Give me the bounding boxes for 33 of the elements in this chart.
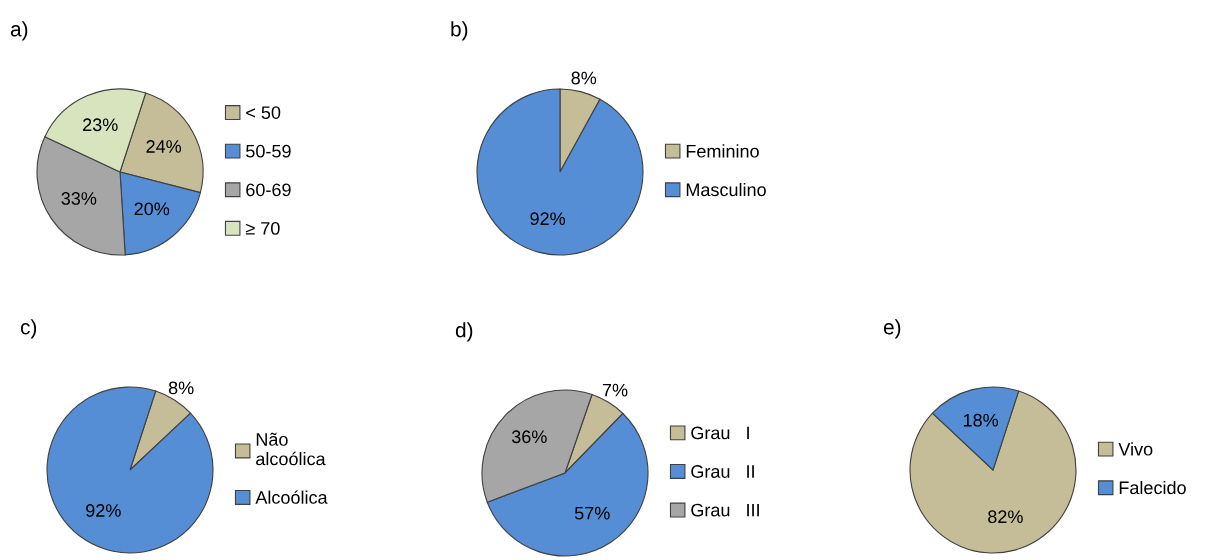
- legend-label: 50-59: [246, 144, 291, 158]
- legend-label: Não alcoólica: [256, 432, 326, 466]
- legend-label: 60-69: [246, 183, 291, 197]
- legend-label: Vivo: [1118, 442, 1153, 456]
- pie-slice: [909, 390, 1077, 554]
- legend-label: Alcoólica: [255, 490, 328, 504]
- data-label: 33%: [61, 192, 97, 205]
- data-label: 8%: [168, 381, 194, 395]
- chart-title: c): [20, 319, 37, 339]
- data-label: 57%: [574, 506, 610, 520]
- data-label: 7%: [602, 383, 628, 397]
- data-label: 18%: [963, 413, 999, 427]
- data-label: 24%: [146, 140, 182, 153]
- chart-title: b): [451, 21, 468, 41]
- legend-label: ≥ 70: [245, 222, 280, 235]
- chart-title: a): [10, 21, 28, 41]
- data-label: 92%: [530, 212, 566, 226]
- data-label: 8%: [571, 71, 597, 85]
- legend-label: Feminino: [686, 144, 759, 158]
- chart-title: d): [455, 322, 473, 342]
- legend-label: Grau III: [691, 503, 759, 517]
- data-label: 82%: [988, 510, 1023, 524]
- legend-label: Grau II: [691, 465, 754, 478]
- legend-label: Masculino: [686, 182, 766, 197]
- data-label: 92%: [86, 504, 121, 517]
- data-label: 36%: [511, 430, 547, 444]
- data-label: 23%: [83, 118, 118, 132]
- data-label: 20%: [134, 202, 170, 216]
- legend-label: Grau I: [691, 426, 749, 440]
- pie-slice: [476, 88, 644, 256]
- chart-title: e): [883, 319, 901, 339]
- legend-label: < 50: [246, 106, 281, 119]
- legend-label: Falecido: [1119, 480, 1186, 495]
